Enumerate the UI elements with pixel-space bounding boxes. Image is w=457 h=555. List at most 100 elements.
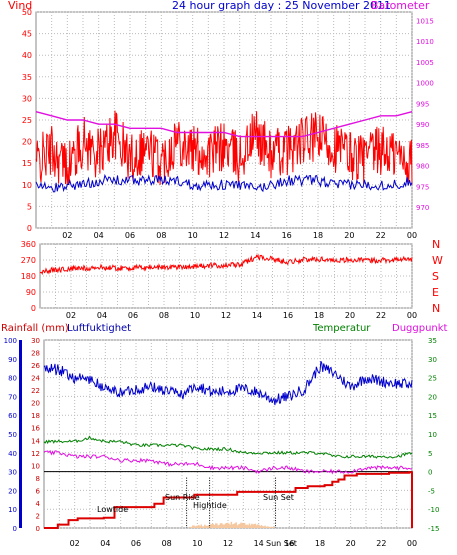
wind-axis-title: Vind	[8, 0, 32, 12]
x-tick-label: 20	[344, 231, 354, 240]
solar-bar	[229, 524, 231, 528]
x-tick-label: 22	[376, 539, 386, 548]
direction-tick-label: 270	[21, 256, 36, 265]
solar-bar	[257, 524, 259, 528]
solar-bar	[195, 525, 198, 528]
solar-bar	[198, 525, 200, 528]
x-tick-label: 12	[221, 311, 231, 320]
event-label: Sun Set	[263, 493, 294, 502]
barometer-axis-title: Barometer	[371, 0, 430, 12]
x-tick-label: 04	[94, 231, 104, 240]
wind-tick-label: 45	[22, 30, 32, 39]
wind-tick-label: 50	[22, 8, 32, 17]
solar-bar	[217, 525, 219, 528]
solar-bar	[264, 525, 266, 528]
solar-bar	[261, 526, 264, 528]
event-label: Sun Set	[266, 539, 297, 548]
humidity-tick-label: 80	[8, 375, 17, 383]
temp-tick-label: 5	[428, 450, 432, 458]
x-tick-label: 06	[131, 539, 141, 548]
humidity-tick-label: 10	[8, 506, 17, 514]
wind-tick-label: 30	[22, 94, 32, 103]
solar-bar	[194, 526, 196, 528]
compass-letter: N	[432, 238, 440, 251]
solar-bar	[271, 526, 274, 528]
solar-bar	[266, 526, 269, 528]
x-tick-label: 18	[315, 539, 325, 548]
solar-bar	[248, 523, 251, 528]
chart-title: 24 hour graph day : 25 November 2011	[172, 0, 391, 12]
rain-tick-label: 26	[31, 362, 40, 370]
temp-tick-label: -15	[428, 525, 439, 533]
x-tick-label: 14	[254, 539, 264, 548]
x-tick-label: 16	[284, 539, 294, 548]
x-tick-label: 10	[192, 539, 202, 548]
x-tick-label: 12	[223, 539, 233, 548]
barometer-tick-label: 1015	[416, 17, 434, 25]
rain-tick-label: 0	[36, 525, 40, 533]
solar-bar	[220, 523, 223, 528]
solar-bar	[201, 526, 204, 528]
solar-bar	[224, 523, 227, 528]
solar-bar	[218, 524, 221, 528]
solar-bar	[272, 526, 275, 528]
humidity-tick-label: 20	[8, 487, 17, 495]
solar-bar	[230, 521, 233, 528]
solar-bar	[251, 523, 253, 528]
humidity-tick-label: 60	[8, 412, 17, 420]
x-tick-label: 04	[97, 311, 107, 320]
humidity-series	[43, 361, 413, 406]
x-tick-label: 02	[70, 539, 80, 548]
humidity-tick-label: 40	[8, 450, 17, 458]
rain-tick-label: 2	[36, 512, 40, 520]
x-tick-label: 16	[282, 231, 292, 240]
humidity-tick-label: 30	[8, 469, 17, 477]
x-tick-label: 16	[283, 311, 293, 320]
solar-bar	[214, 523, 217, 528]
solar-bar	[216, 523, 218, 528]
x-tick-label: 00	[407, 231, 417, 240]
rain-tick-label: 8	[36, 475, 40, 483]
rain-tick-label: 12	[31, 450, 40, 458]
solar-bar	[223, 524, 225, 528]
solar-bar	[192, 525, 194, 528]
solar-bar	[200, 524, 203, 528]
solar-bar	[236, 525, 239, 528]
solar-bar	[259, 526, 262, 528]
x-tick-label: 18	[313, 231, 323, 240]
solar-bar	[245, 524, 247, 528]
humidity-axis-title: Luftfuktighet	[67, 323, 131, 334]
temp-tick-label: -10	[428, 506, 439, 514]
solar-bar	[193, 525, 195, 528]
solar-bar	[239, 523, 241, 528]
x-tick-label: 10	[188, 231, 198, 240]
x-tick-label: 02	[66, 311, 76, 320]
x-tick-label: 00	[407, 539, 417, 548]
dewpoint-axis-title: Duggpunkt	[392, 323, 448, 334]
solar-bar	[249, 525, 252, 528]
wind-tick-label: 20	[22, 138, 32, 147]
temp-tick-label: -5	[428, 487, 435, 495]
rain-tick-label: 10	[31, 462, 40, 470]
solar-bar	[269, 526, 271, 528]
wind-series	[35, 173, 413, 193]
rain-series	[44, 471, 413, 529]
solar-bar	[208, 526, 211, 528]
rain-tick-label: 28	[31, 350, 40, 358]
solar-bar	[207, 525, 210, 528]
x-tick-label: 10	[190, 311, 200, 320]
solar-bar	[263, 526, 265, 528]
wind-tick-label: 25	[22, 116, 32, 125]
barometer-tick-label: 1005	[416, 59, 434, 67]
solar-bar	[233, 523, 235, 528]
compass-letter: E	[432, 286, 439, 299]
solar-bar	[241, 522, 243, 528]
humidity-tick-label: 50	[8, 431, 17, 439]
direction-series	[39, 253, 413, 276]
temp-tick-label: 15	[428, 412, 437, 420]
barometer-tick-label: 985	[416, 142, 429, 150]
direction-tick-label: 90	[26, 288, 36, 297]
humidity-tick-label: 0	[13, 525, 17, 533]
temp-tick-label: 25	[428, 375, 437, 383]
